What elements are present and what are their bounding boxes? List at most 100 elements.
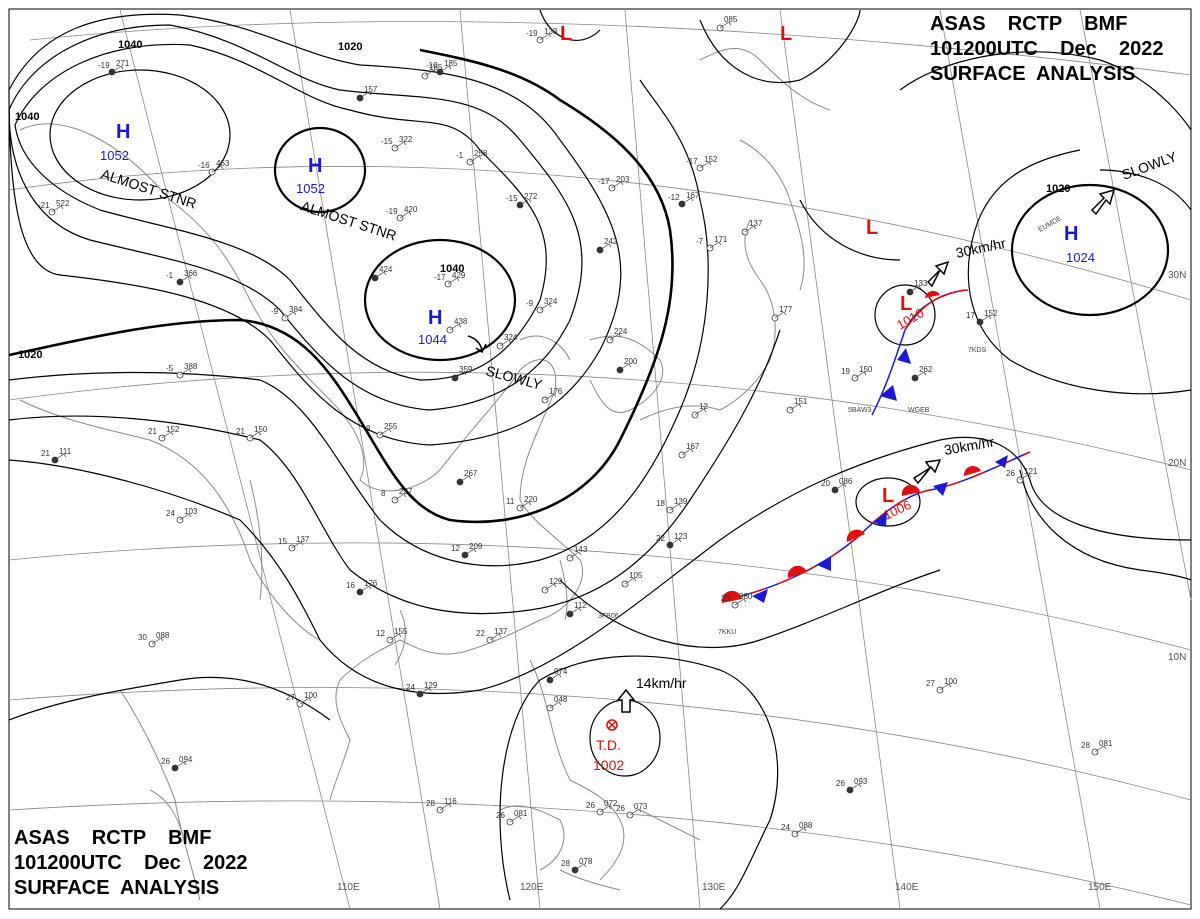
wind-barb-icon [624,577,637,585]
arrow-low-1010 [926,260,950,288]
wind-barb-icon [359,91,372,99]
wind-barb-icon [611,181,624,189]
wind-barb-icon [291,541,304,549]
station-plot: 24 129 [406,681,438,698]
station-pressure: 271 [116,59,130,68]
motion-arrows [467,188,1116,713]
station-pressure: 176 [549,387,563,396]
station-temp: 24 [406,683,415,692]
high-pressure: 1044 [418,332,447,347]
station-plot: -1 366 [166,269,198,286]
station-plot: 137 [741,219,763,236]
station-pressure: 088 [156,631,170,640]
wind-barb-icon [51,205,64,213]
wind-barb-icon [669,538,682,546]
wind-barb-icon [399,211,412,219]
station-plot: 074 [546,667,568,684]
station-plot: -17 152 [686,155,718,172]
wind-barb-icon [609,333,622,341]
wind-barb-icon [694,408,707,416]
station-pressure: 424 [379,265,393,274]
station-temp: 12 [451,544,460,553]
wind-barb-icon [619,363,632,371]
wind-barb-icon [211,165,224,173]
station-temp: -21 [38,201,50,210]
td-label: T.D. [596,737,621,753]
station-temp: 28 [426,799,435,808]
wind-barb-icon [499,339,512,347]
station-plot: 176 [541,387,563,404]
station-plot: 8 237 [381,487,413,504]
station-temp: -7 [696,237,704,246]
chart-frame [8,8,1192,910]
station-temp: -5 [166,364,174,373]
station-temp: 26 [1006,469,1015,478]
station-pressure: 103 [184,507,198,516]
station-temp: 8 [381,489,386,498]
station-pressure: 388 [184,362,198,371]
station-plot: 23 080 [721,592,753,609]
station-plot: 11 220 [506,495,538,512]
wind-barb-icon [629,808,642,816]
station-pressure: 220 [524,495,538,504]
station-plot: 15 137 [278,535,310,552]
station-pressure: 121 [1024,467,1038,476]
high-symbol: H [308,155,322,177]
station-temp: 26 [616,804,625,813]
station-plot: 185 [421,63,443,80]
station-temp: -15 [506,194,518,203]
wind-barb-icon [681,197,694,205]
station-pressure: 255 [384,422,398,431]
station-pressure: 155 [394,627,408,636]
station-pressure: 171 [714,235,728,244]
wind-barb-icon [161,431,174,439]
station-pressure: 123 [674,532,688,541]
station-plot: 105 [621,571,643,588]
station-plot: 12 209 [451,542,483,559]
station-pressure: 203 [616,175,630,184]
station-pressure: 438 [454,317,468,326]
station-plot: -15 272 [506,192,538,209]
station-temp: 26 [836,779,845,788]
station-pressure: 081 [1099,739,1113,748]
isobar-label: 1020 [1046,183,1070,195]
isobar-label: 1040 [118,39,142,51]
station-pressure: 237 [399,487,413,496]
station-temp: 20 [821,479,830,488]
station-temp: 17 [966,311,975,320]
td-speed: 14km/hr [636,675,687,691]
wind-barb-icon [794,827,807,835]
station-pressure: 150 [859,365,873,374]
station-temp: 30 [138,633,147,642]
wind-barb-icon [544,393,557,401]
station-plot: -16 463 [198,159,230,176]
wind-barb-icon [734,598,747,606]
wind-barb-icon [549,701,562,709]
station-temp: -10 [426,61,438,70]
station-temp: 21 [148,427,157,436]
td-pressure: 1002 [593,757,624,773]
wind-barb-icon [539,303,552,311]
station-plot: 24 088 [781,821,813,838]
wind-barb-icon [389,633,402,641]
station-pressure: 111 [59,447,72,456]
station-pressure: 116 [444,797,457,806]
station-plots: -19 271-16 463-21 522-1 366-9 384-5 388-10 185-… [38,15,1113,874]
wind-barb-icon [1019,473,1032,481]
station-pressure: 157 [364,85,378,94]
wind-barb-icon [469,155,482,163]
front-north [871,289,969,416]
station-plot: -19 271 [98,59,130,76]
station-pressure: 359 [459,365,473,374]
wind-barb-icon [151,637,164,645]
station-plot: 28 078 [561,857,593,874]
station-plot: -17 203 [598,175,630,192]
station-pressure: 384 [289,305,303,314]
station-pressure: 272 [524,192,538,201]
station-plot: -9 324 [526,297,558,314]
isobar-label: 1040 [440,263,464,275]
wind-barb-icon [849,783,862,791]
station-temp: 12 [376,629,385,638]
arrow-low-1006 [912,459,942,485]
wind-barb-icon [699,161,712,169]
